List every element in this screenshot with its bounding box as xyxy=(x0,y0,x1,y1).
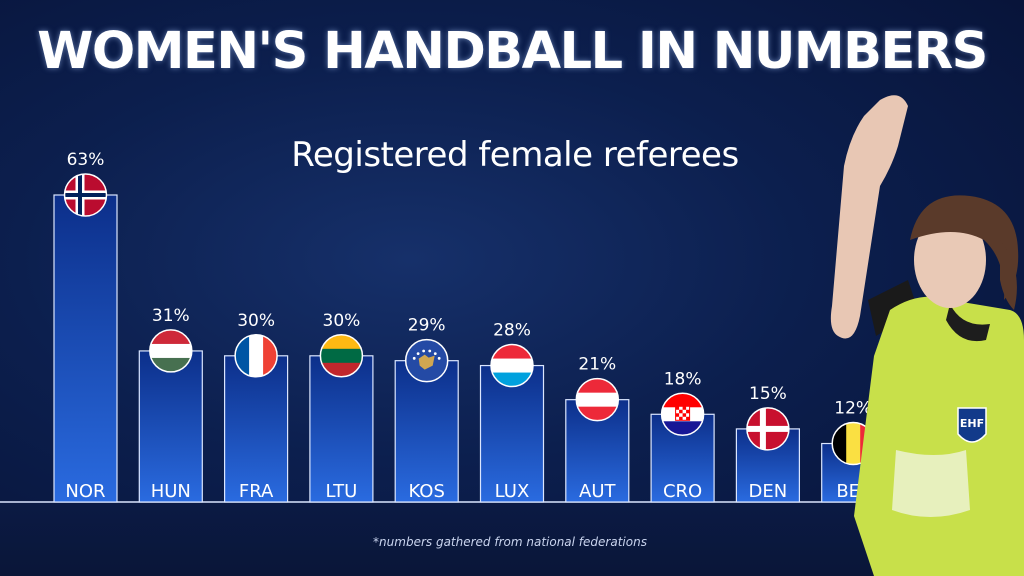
data-label-cro: 18% xyxy=(664,369,702,389)
category-label-cro: CRO xyxy=(663,481,702,502)
kosovo-flag-icon xyxy=(404,338,449,383)
referee-photo: EHF xyxy=(830,95,1024,576)
data-label-lux: 28% xyxy=(493,321,531,341)
bar-fra xyxy=(224,355,289,503)
austria-flag-icon xyxy=(575,377,620,422)
footnote: *numbers gathered from national federati… xyxy=(373,535,647,549)
croatia-flag-icon xyxy=(660,392,705,437)
data-label-fra: 30% xyxy=(237,311,275,331)
bar-kos xyxy=(394,360,459,503)
category-label-fra: FRA xyxy=(239,481,274,502)
bar-nor xyxy=(53,194,118,503)
category-label-kos: KOS xyxy=(408,481,444,502)
data-label-ltu: 30% xyxy=(323,311,361,331)
denmark-flag-icon xyxy=(746,407,790,451)
ehf-badge-label: EHF xyxy=(960,417,984,430)
data-label-nor: 63% xyxy=(67,150,105,170)
category-label-aut: AUT xyxy=(579,481,616,502)
data-label-hun: 31% xyxy=(152,306,190,326)
data-label-den: 15% xyxy=(749,384,787,404)
france-flag-icon xyxy=(234,334,278,378)
hungary-flag-icon xyxy=(149,329,193,373)
bar-lux xyxy=(479,364,545,503)
category-label-den: DEN xyxy=(749,481,788,502)
ehf-badge-icon: EHF xyxy=(957,407,987,443)
category-label-ltu: LTU xyxy=(326,481,358,502)
data-label-kos: 29% xyxy=(408,316,446,336)
luxembourg-flag-icon xyxy=(490,343,534,388)
norway-flag-icon xyxy=(63,173,108,217)
bar-ltu xyxy=(309,355,374,503)
chart-subtitle: Registered female referees xyxy=(291,135,739,175)
bar-hun xyxy=(138,350,203,503)
category-label-hun: HUN xyxy=(151,481,191,502)
category-label-nor: NOR xyxy=(65,481,105,502)
page-title: WOMEN'S HANDBALL IN NUMBERS xyxy=(37,22,988,81)
data-label-bel: 12% xyxy=(834,399,872,419)
lithuania-flag-icon xyxy=(319,334,364,378)
category-label-lux: LUX xyxy=(495,481,530,502)
bottom-band xyxy=(0,503,1024,576)
data-label-aut: 21% xyxy=(578,355,616,375)
